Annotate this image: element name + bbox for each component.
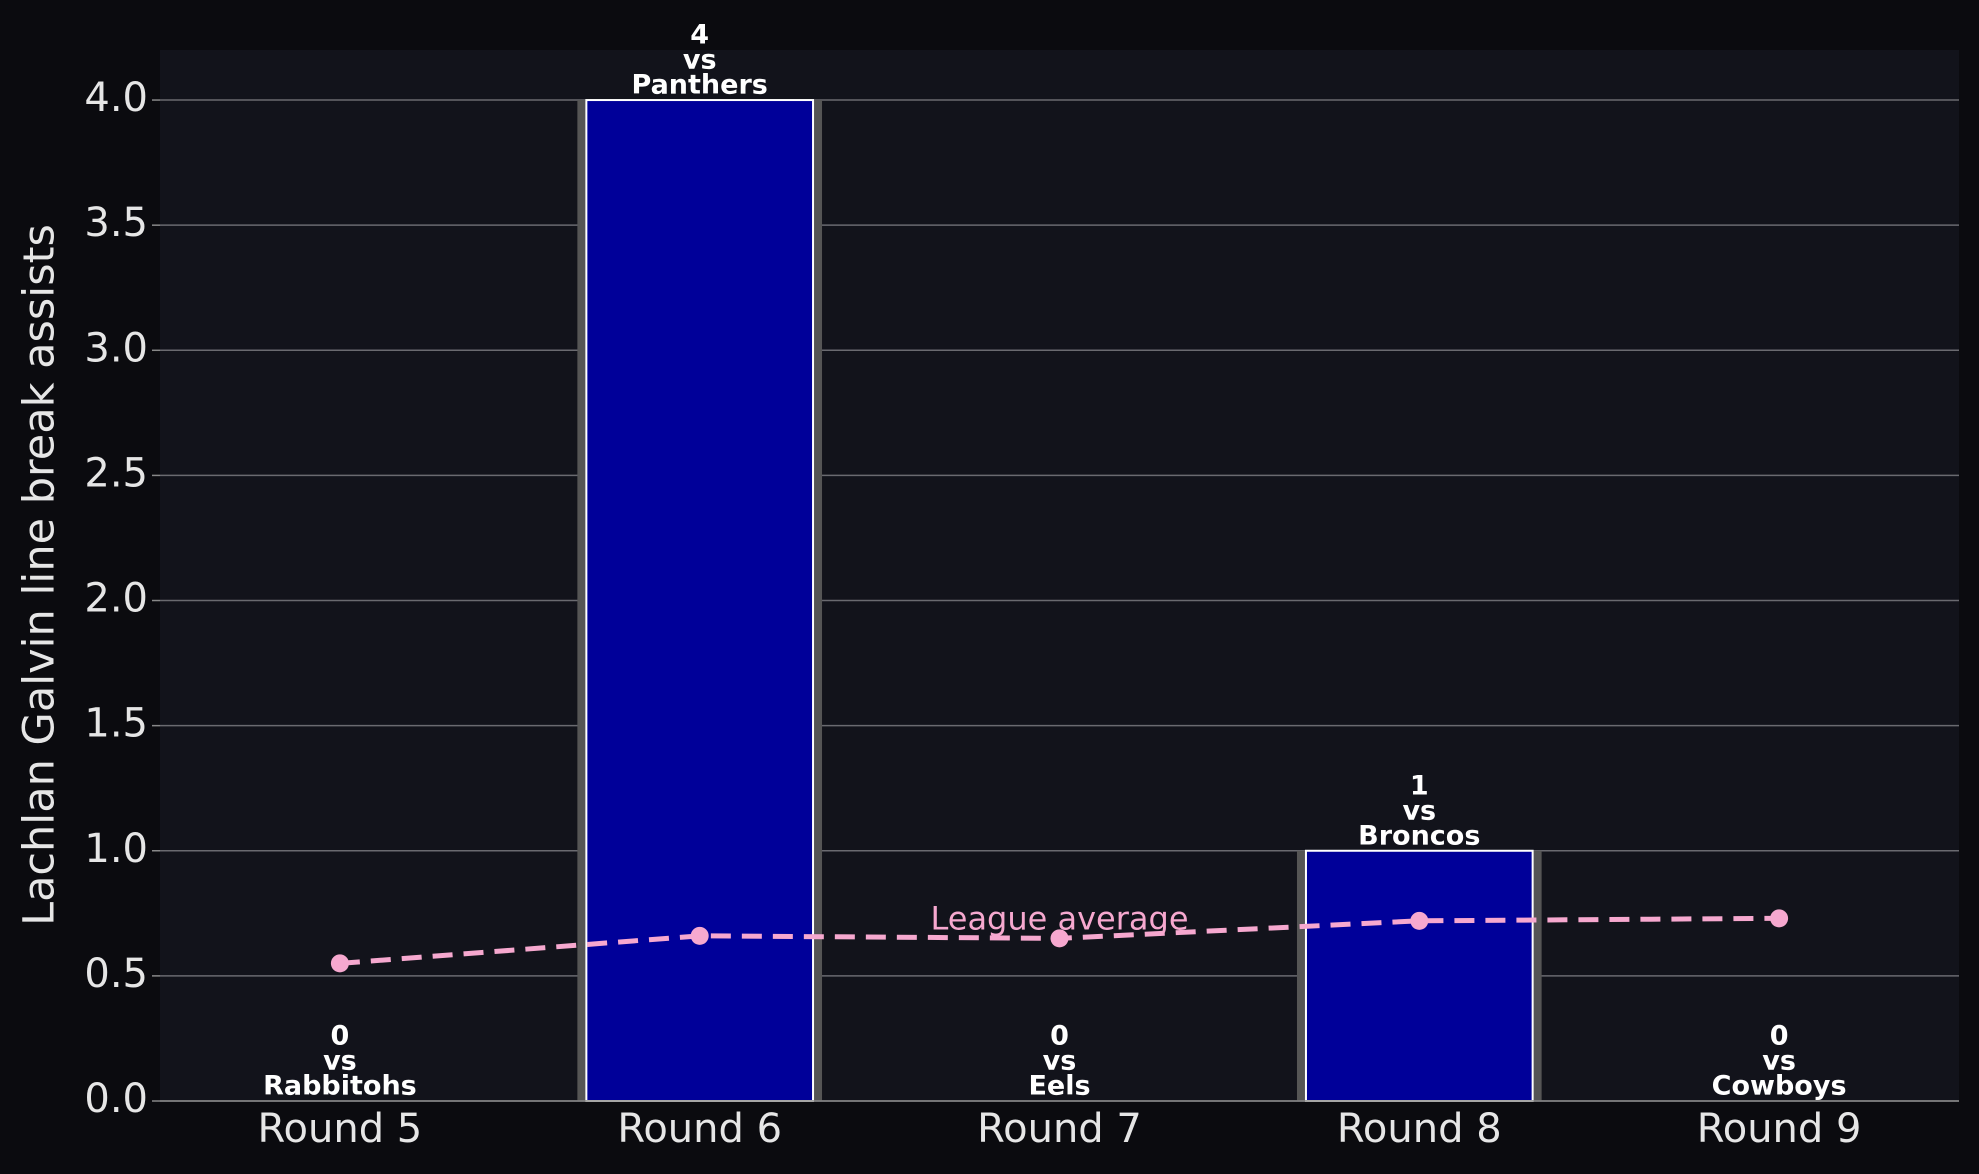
y-tick-label: 0.0 bbox=[84, 1076, 148, 1122]
value-label: 1 bbox=[1410, 770, 1429, 801]
value-label-opponent: Cowboys bbox=[1712, 1071, 1847, 1102]
x-tick-label: Round 6 bbox=[617, 1106, 782, 1152]
average-point bbox=[690, 926, 709, 945]
y-tick-label: 0.5 bbox=[84, 951, 148, 997]
value-label-opponent: Broncos bbox=[1358, 820, 1480, 851]
y-tick-label: 2.0 bbox=[84, 576, 148, 622]
x-tick-label: Round 9 bbox=[1697, 1106, 1862, 1152]
average-point bbox=[1770, 909, 1789, 928]
value-label-opponent: Rabbitohs bbox=[263, 1071, 417, 1102]
y-tick-label: 1.5 bbox=[84, 701, 148, 747]
value-label: 0 bbox=[331, 1021, 350, 1052]
bar bbox=[585, 99, 815, 1103]
x-tick-label: Round 7 bbox=[977, 1106, 1142, 1152]
y-axis-label: Lachlan Galvin line break assists bbox=[15, 224, 65, 926]
value-label-opponent: Eels bbox=[1028, 1071, 1090, 1102]
x-tick-label: Round 5 bbox=[258, 1106, 423, 1152]
y-tick-label: 1.0 bbox=[84, 826, 148, 872]
y-tick-label: 2.5 bbox=[84, 450, 148, 496]
value-label-connector: vs bbox=[683, 45, 717, 76]
value-label-connector: vs bbox=[1402, 795, 1436, 826]
x-tick-label: Round 8 bbox=[1337, 1106, 1502, 1152]
value-label: 0 bbox=[1770, 1021, 1789, 1052]
average-point bbox=[330, 954, 349, 973]
value-label: 0 bbox=[1050, 1021, 1069, 1052]
y-tick-label: 3.5 bbox=[84, 200, 148, 246]
y-tick-label: 3.0 bbox=[84, 325, 148, 371]
value-label-connector: vs bbox=[1043, 1046, 1077, 1077]
value-label: 4 bbox=[690, 20, 709, 51]
value-label-connector: vs bbox=[1762, 1046, 1796, 1077]
series-label: League average bbox=[930, 899, 1188, 937]
average-point bbox=[1050, 929, 1069, 948]
y-tick-label: 4.0 bbox=[84, 75, 148, 121]
value-label-connector: vs bbox=[323, 1046, 357, 1077]
average-point bbox=[1410, 911, 1429, 930]
bar bbox=[1304, 849, 1534, 1102]
value-label-opponent: Panthers bbox=[632, 70, 768, 101]
